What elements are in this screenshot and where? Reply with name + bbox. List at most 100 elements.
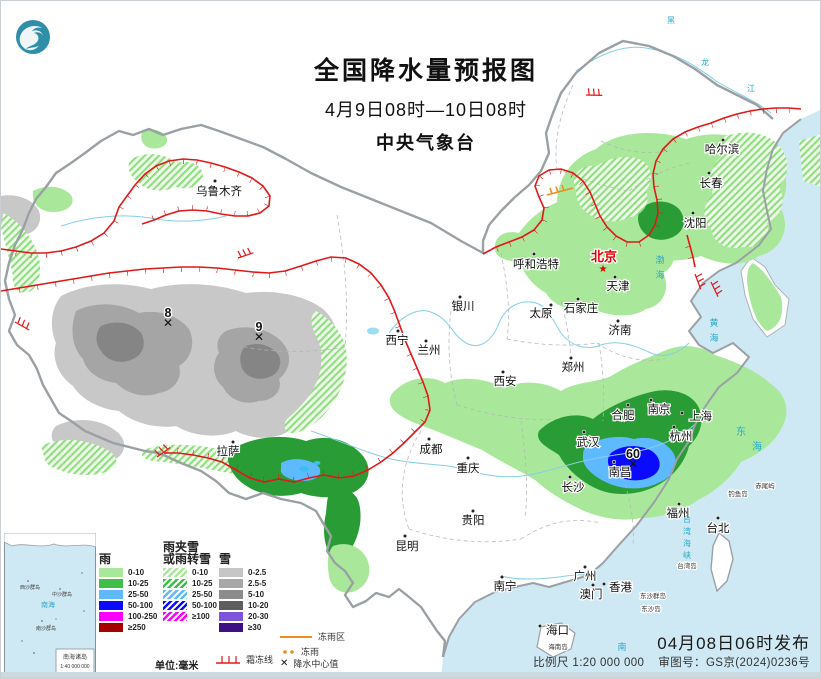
legend-freezing-rain-label: 冻雨 (301, 647, 320, 657)
legend-range-label: 50-100 (192, 601, 217, 610)
city-dot (395, 328, 401, 334)
frost-line-icon (216, 655, 240, 664)
legend-swatch (99, 601, 123, 610)
city-label: 兰州 (418, 344, 441, 357)
legend-column-sleet: 雨夹雪 或雨转雪 0-10 10-25 25-50 50-100 ≥100 (163, 539, 217, 623)
forecast-period: 4月9日08时—10日08时 (324, 100, 528, 120)
city-label: 郑州 (562, 360, 585, 374)
legend-swatch (163, 568, 187, 577)
precip-center-x-mark: ✕ (254, 330, 264, 344)
legend-range-label: 20-30 (248, 612, 269, 621)
city-dot (679, 410, 685, 416)
city-dot (601, 581, 607, 587)
precip-center-value: 9 (256, 320, 263, 334)
legend-swatch (219, 579, 243, 588)
city-label: 长沙 (562, 481, 585, 494)
legend-header-sleet: 雨夹雪 或雨转雪 (163, 540, 212, 566)
legend-swatch (99, 568, 123, 577)
legend-item: 50-100 (163, 601, 217, 610)
city-dot (611, 459, 617, 465)
city-label: 长春 (700, 177, 723, 190)
city-dot (568, 355, 574, 361)
city-dot (537, 623, 543, 629)
frost-lines (1, 85, 802, 483)
sea-label: 海 (709, 332, 718, 343)
capital-star-icon: ★ (599, 264, 608, 275)
city-label: 昆明 (396, 540, 419, 553)
legend-swatch (99, 590, 123, 599)
precip-center-value: 8 (165, 306, 172, 320)
legend-item: 10-25 (99, 579, 157, 588)
island-label: 钓鱼岛 (728, 489, 748, 498)
city-dot (499, 574, 505, 580)
city-dot (423, 338, 429, 344)
legend-range-label: 0-10 (128, 568, 145, 577)
sea-label: 黑 (667, 16, 675, 25)
city-dot (648, 397, 654, 403)
city-label: 南昌 (609, 465, 632, 479)
legend-swatch (219, 601, 243, 610)
city-label: 合肥 (612, 408, 635, 422)
legend-swatch (163, 601, 187, 610)
legend-swatch (219, 623, 243, 632)
city-dot (581, 429, 587, 435)
legend-precip-center-label: 降水中心值 (293, 659, 339, 669)
city-dot (615, 318, 621, 324)
legend-item: ≥250 (99, 623, 157, 632)
legend-range-label: ≥30 (248, 623, 262, 632)
city-label: 广州 (574, 570, 597, 583)
city-dot (720, 137, 726, 143)
legend-item: ≥30 (219, 623, 268, 632)
city-label: 台北 (707, 521, 730, 535)
legend-item: 25-50 (99, 590, 157, 599)
city-dot (706, 170, 712, 176)
legend-item: 0-10 (99, 568, 157, 577)
city-label: 南京 (648, 402, 671, 416)
sea-label: 湾 (683, 526, 691, 536)
legend-item: 100-250 (99, 612, 157, 621)
island-label: 东沙岛 (641, 604, 661, 613)
city-dot (212, 178, 218, 184)
city-dot (531, 251, 537, 257)
legend-range-label: 10-25 (192, 579, 213, 588)
city-label: 杭州 (670, 429, 693, 443)
legend-range-label: 0-10 (192, 568, 209, 577)
approval-number: 审图号：GS京(2024)0236号 (658, 657, 810, 669)
city-dot (676, 501, 682, 507)
city-label: 重庆 (457, 461, 480, 475)
map-scale: 比例尺 1:20 000 000 (533, 657, 645, 669)
city-label: 西安 (494, 374, 517, 388)
legend-swatch (219, 590, 243, 599)
city-label: 香港 (609, 581, 632, 594)
city-dot (426, 436, 432, 442)
sea-label: 海 (655, 269, 664, 280)
legend-swatch (163, 579, 187, 588)
sea-label: 海 (752, 440, 762, 453)
legend-column-snow: 雪 0-2.5 2.5-5 5-10 10-20 20-30 ≥30 (219, 539, 268, 634)
city-label: 济南 (609, 323, 632, 337)
legend-range-label: 10-25 (128, 579, 149, 588)
legend-range-label: 50-100 (128, 601, 153, 610)
city-label: 哈尔滨 (705, 142, 740, 156)
south-china-sea-inset: 南海 西沙群岛 中沙群岛 南沙群岛 南海诸岛 1:40 000 000 (3, 532, 97, 678)
freezing-rain-dots-icon (283, 649, 294, 654)
legend-swatch (99, 612, 123, 621)
legend-range-label: 25-50 (128, 590, 149, 599)
city-dot (500, 369, 506, 375)
legend-precip-center: ✕ 降水中心值 (280, 657, 338, 670)
city-dot (590, 582, 596, 588)
city-label: 武汉 (577, 436, 600, 449)
precip-center-value: 60 (626, 447, 640, 461)
cma-logo (12, 16, 54, 63)
legend-swatch (219, 612, 243, 621)
freezing-zone-line-icon (280, 635, 312, 638)
sea-label: 黄 (709, 317, 718, 328)
city-label: 太原 (530, 307, 553, 320)
legend-swatch (163, 590, 187, 599)
inset-title: 南海诸岛 (63, 653, 87, 661)
legend-freezing-rain: 冻雨 (282, 645, 319, 658)
island-label: 东沙群岛 (640, 591, 666, 600)
city-dot (548, 302, 554, 308)
